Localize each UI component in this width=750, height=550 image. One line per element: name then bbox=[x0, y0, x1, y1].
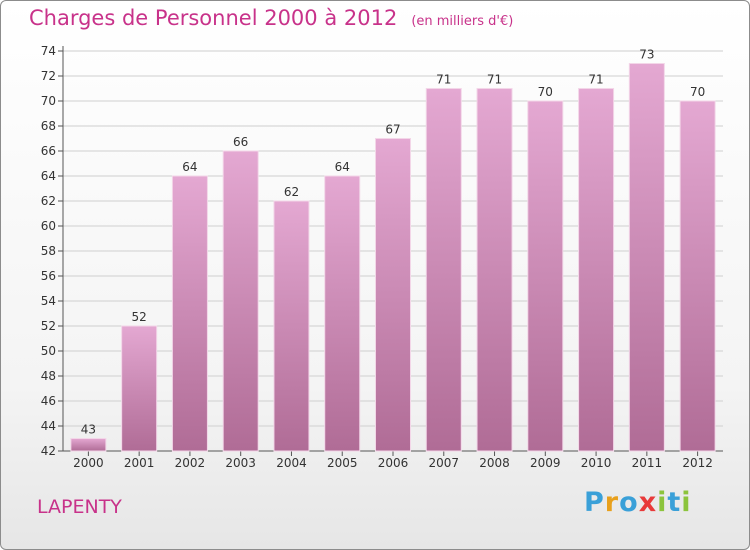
bar bbox=[425, 88, 462, 452]
bar bbox=[628, 63, 665, 452]
data-labels: 43 52 64 66 62 64 67 71 71 70 71 73 70 bbox=[81, 48, 706, 437]
y-tick-label: 42 bbox=[41, 444, 56, 458]
x-tick-label: 2012 bbox=[682, 456, 713, 470]
x-tick-label: 2001 bbox=[124, 456, 155, 470]
y-tick-label: 58 bbox=[41, 244, 56, 258]
data-label: 70 bbox=[538, 85, 553, 99]
y-tick-label: 44 bbox=[41, 419, 56, 433]
x-tick-label: 2003 bbox=[225, 456, 256, 470]
x-tick-label: 2005 bbox=[327, 456, 358, 470]
x-tick-labels: 2000 2001 2002 2003 2004 2005 2006 2007 2008 2009… bbox=[73, 456, 713, 470]
bar bbox=[222, 150, 259, 452]
y-tick-label: 66 bbox=[41, 144, 56, 158]
bar bbox=[679, 100, 716, 452]
data-label: 71 bbox=[588, 73, 603, 87]
bar bbox=[578, 88, 615, 452]
y-tick-labels: 42 44 46 48 50 52 54 56 58 60 62 64 66 68 70 72 74 bbox=[41, 44, 56, 458]
bar bbox=[476, 88, 513, 452]
y-tick-label: 52 bbox=[41, 319, 56, 333]
chart-title: Charges de Personnel 2000 à 2012 (en mill… bbox=[29, 6, 513, 30]
y-tick-label: 70 bbox=[41, 94, 56, 108]
x-tick-label: 2010 bbox=[581, 456, 612, 470]
x-tick-label: 2011 bbox=[632, 456, 663, 470]
y-tick-label: 72 bbox=[41, 69, 56, 83]
logo-letter: o bbox=[619, 487, 639, 518]
y-tick-label: 56 bbox=[41, 269, 56, 283]
y-tick-label: 74 bbox=[41, 44, 56, 58]
y-tick-label: 50 bbox=[41, 344, 56, 358]
data-label: 64 bbox=[182, 160, 197, 174]
y-tick-label: 64 bbox=[41, 169, 56, 183]
y-tick-label: 54 bbox=[41, 294, 56, 308]
data-label: 64 bbox=[335, 160, 350, 174]
bars bbox=[70, 63, 716, 452]
bar bbox=[70, 438, 107, 452]
logo-letter: i bbox=[681, 487, 692, 518]
bar bbox=[324, 175, 361, 452]
data-label: 66 bbox=[233, 135, 248, 149]
logo-letter: x bbox=[638, 487, 658, 518]
bar bbox=[375, 138, 411, 452]
y-tick-label: 60 bbox=[41, 219, 56, 233]
data-label: 71 bbox=[436, 73, 451, 87]
x-tick-label: 2007 bbox=[428, 456, 459, 470]
data-label: 43 bbox=[81, 423, 96, 437]
data-label: 52 bbox=[132, 310, 147, 324]
y-tick-label: 46 bbox=[41, 394, 56, 408]
y-tick-label: 62 bbox=[41, 194, 56, 208]
x-tick-label: 2008 bbox=[479, 456, 510, 470]
x-tick-label: 2006 bbox=[378, 456, 409, 470]
bar bbox=[527, 100, 564, 452]
logo-letter: P bbox=[584, 487, 605, 518]
bar bbox=[273, 200, 310, 452]
location-label: LAPENTY bbox=[37, 496, 122, 518]
data-label: 71 bbox=[487, 73, 502, 87]
data-label: 70 bbox=[690, 85, 705, 99]
bar bbox=[121, 325, 158, 452]
logo-letter: r bbox=[604, 487, 620, 518]
chart-title-text: Charges de Personnel 2000 à 2012 bbox=[29, 6, 398, 30]
data-label: 73 bbox=[639, 48, 654, 62]
data-label: 62 bbox=[284, 185, 299, 199]
x-tick-label: 2009 bbox=[530, 456, 561, 470]
proxiti-logo: Proxiti bbox=[584, 487, 692, 518]
x-tick-label: 2000 bbox=[73, 456, 104, 470]
bar bbox=[171, 175, 208, 452]
x-tick-label: 2002 bbox=[175, 456, 206, 470]
logo-letter: i bbox=[657, 487, 668, 518]
logo-letter: t bbox=[667, 487, 682, 518]
chart-subtitle: (en milliers d'€) bbox=[411, 14, 514, 29]
y-tick-label: 68 bbox=[41, 119, 56, 133]
data-label: 67 bbox=[385, 123, 400, 137]
y-tick-label: 48 bbox=[41, 369, 56, 383]
x-tick-label: 2004 bbox=[276, 456, 307, 470]
